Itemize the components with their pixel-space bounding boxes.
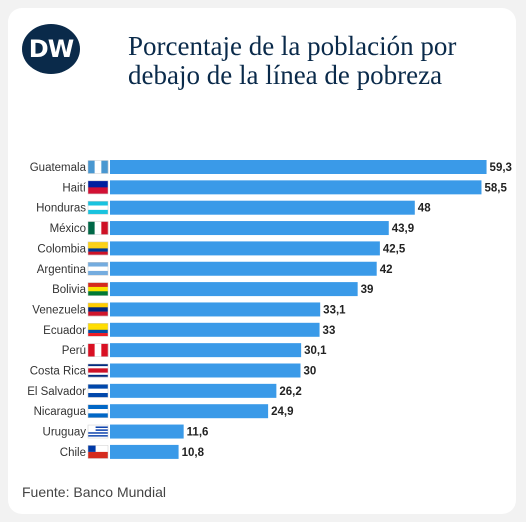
flag-icon — [87, 302, 109, 317]
source-note: Fuente: Banco Mundial — [22, 484, 166, 500]
value-label: 42,5 — [383, 243, 406, 255]
flag-icon — [87, 343, 109, 357]
category-label: Honduras — [36, 203, 86, 215]
flag-icon — [87, 445, 109, 459]
category-label: Bolivia — [52, 284, 86, 296]
flag-icon — [87, 180, 109, 195]
flag-icon — [87, 384, 109, 398]
category-label: Costa Rica — [30, 366, 87, 378]
value-label: 33 — [323, 325, 336, 337]
flag-icon — [87, 282, 109, 296]
category-label: Venezuela — [32, 304, 86, 316]
value-label: 30 — [304, 366, 317, 378]
bar — [110, 343, 302, 358]
bar — [110, 200, 415, 215]
bar — [110, 444, 179, 459]
logo-text: DW — [28, 35, 74, 63]
value-label: 59,3 — [490, 162, 512, 174]
value-label: 43,9 — [392, 223, 414, 235]
category-label: El Salvador — [27, 386, 86, 398]
category-label: Perú — [62, 345, 86, 357]
bar — [110, 180, 482, 195]
bar — [110, 261, 377, 276]
bar — [110, 302, 321, 317]
category-label: México — [50, 223, 86, 235]
category-label: Haití — [62, 182, 86, 194]
bar — [110, 383, 277, 398]
bar — [110, 424, 184, 439]
value-label: 39 — [361, 284, 374, 296]
value-label: 24,9 — [271, 406, 293, 418]
dw-logo: DW — [22, 24, 80, 74]
flag-icon — [87, 424, 109, 439]
bar — [110, 160, 487, 174]
flag-icon — [87, 200, 109, 215]
category-label: Nicaragua — [34, 406, 87, 418]
bar — [110, 241, 380, 256]
value-label: 48 — [418, 203, 431, 215]
flag-icon — [87, 160, 109, 174]
category-label: Colombia — [37, 243, 86, 255]
category-label: Ecuador — [43, 325, 86, 337]
bar — [110, 221, 389, 236]
value-label: 30,1 — [304, 345, 327, 357]
flag-icon — [87, 241, 109, 256]
flag-icon — [87, 323, 109, 337]
value-label: 11,6 — [187, 427, 209, 439]
category-label: Argentina — [37, 264, 87, 276]
flag-icon — [87, 404, 109, 418]
value-label: 58,5 — [484, 182, 507, 194]
value-label: 42 — [380, 264, 393, 276]
bar — [110, 363, 301, 378]
flag-icon — [87, 363, 109, 378]
category-label: Guatemala — [30, 162, 87, 174]
bar — [110, 404, 269, 419]
flag-icon — [87, 262, 109, 276]
flag-icon — [87, 221, 109, 235]
value-label: 26,2 — [279, 386, 301, 398]
category-label: Chile — [60, 447, 86, 459]
bar — [110, 282, 358, 297]
value-label: 10,8 — [182, 447, 205, 459]
chart-title: Porcentaje de la población por debajo de… — [128, 31, 457, 90]
bar — [110, 322, 320, 337]
value-label: 33,1 — [323, 304, 346, 316]
category-label: Uruguay — [43, 427, 87, 439]
